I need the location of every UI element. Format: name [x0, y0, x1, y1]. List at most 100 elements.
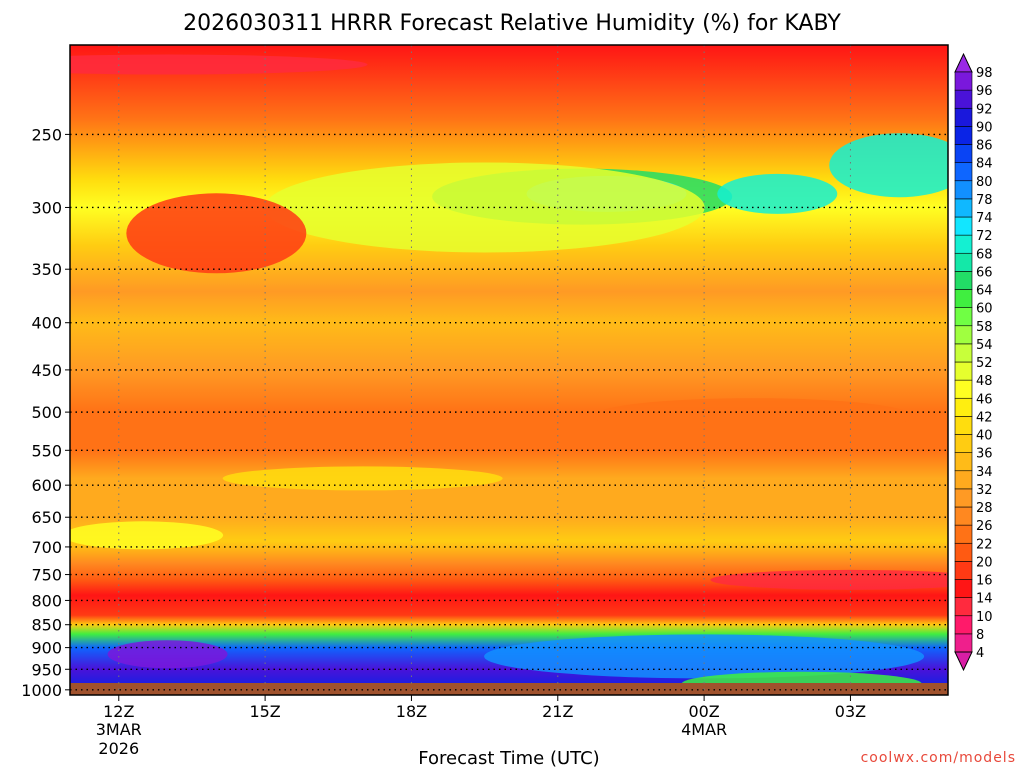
humidity-feature [222, 466, 503, 491]
colorbar-label: 92 [976, 102, 993, 117]
colorbar-label: 46 [976, 392, 993, 407]
humidity-feature [264, 162, 705, 253]
y-tick-label: 850 [31, 616, 62, 635]
colorbar-segment [954, 343, 973, 363]
colorbar-label: 34 [976, 465, 993, 480]
colorbar-label: 86 [976, 139, 993, 154]
colorbar-arrow-bottom [954, 651, 973, 672]
humidity-feature [717, 173, 838, 214]
colorbar-segment [954, 597, 973, 617]
colorbar-label: 90 [976, 120, 993, 135]
colorbar-label: 26 [976, 519, 993, 534]
colorbar-label: 64 [976, 284, 993, 299]
humidity-field [70, 45, 948, 695]
y-tick-label: 550 [31, 441, 62, 460]
colorbar-segment [954, 579, 973, 598]
x-tick-label: 15Z [249, 702, 280, 721]
colorbar-label: 78 [976, 193, 993, 208]
colorbar-segment [954, 180, 973, 200]
colorbar-label: 40 [976, 429, 993, 444]
x-tick-label: 00Z [688, 702, 719, 721]
grid-lines [70, 45, 948, 695]
y-tick-label: 950 [31, 660, 62, 679]
colorbar-segment [954, 397, 973, 417]
x-tick-label: 21Z [542, 702, 573, 721]
colorbar-label: 8 [976, 628, 984, 643]
colorbar-label: 66 [976, 265, 993, 280]
colorbar-segment [954, 271, 973, 290]
colorbar-segment [954, 542, 973, 562]
colorbar-segment [954, 307, 973, 327]
y-tick-label: 1000 [21, 681, 62, 700]
colorbar-label: 98 [976, 66, 993, 81]
y-axis: 250 300 350 400 450 500 550 600 650 700 750 800 850 9… [21, 125, 70, 700]
colorbar-label: 80 [976, 175, 993, 190]
y-tick-label: 450 [31, 361, 62, 380]
colorbar-label: 84 [976, 157, 993, 172]
credit-text: coolwx.com/models [861, 750, 1016, 766]
x-tick-label: 12Z [103, 702, 134, 721]
y-tick-label: 800 [31, 591, 62, 610]
colorbar-label: 52 [976, 356, 993, 371]
colorbar-label: 36 [976, 447, 993, 462]
humidity-feature [70, 54, 368, 75]
colorbar-segment [954, 89, 973, 109]
colorbar-segment [954, 216, 973, 236]
colorbar-segment [954, 198, 973, 218]
colorbar-arrow-top [954, 52, 973, 73]
chart-title: 2026030311 HRRR Forecast Relative Humidi… [183, 11, 841, 36]
colorbar-label: 96 [976, 84, 993, 99]
y-tick-label: 750 [31, 566, 62, 585]
colorbar-segment [954, 162, 973, 182]
colorbar-label: 42 [976, 410, 993, 425]
y-tick-label: 350 [31, 260, 62, 279]
colorbar-label: 28 [976, 501, 993, 516]
colorbar-label: 58 [976, 320, 993, 335]
colorbar-segment [954, 361, 973, 381]
colorbar-label: 54 [976, 338, 993, 353]
colorbar-segment [954, 325, 973, 345]
colorbar-segment [954, 379, 973, 399]
y-tick-label: 900 [31, 639, 62, 658]
colorbar-label: 16 [976, 574, 993, 589]
colorbar-segment [954, 144, 973, 163]
ground-strip [70, 683, 948, 695]
colorbar-segment [954, 289, 973, 308]
colorbar-segment [954, 633, 973, 653]
y-tick-label: 700 [31, 538, 62, 557]
y-tick-label: 650 [31, 508, 62, 527]
x-tick-year: 2026 [98, 739, 139, 758]
colorbar-segment [954, 506, 973, 526]
colorbar-label: 68 [976, 247, 993, 262]
humidity-feature [107, 640, 228, 669]
colorbar-segment [954, 71, 973, 91]
colorbar-label: 20 [976, 555, 993, 570]
colorbar-label: 10 [976, 610, 993, 625]
humidity-feature [126, 193, 307, 274]
y-tick-label: 600 [31, 476, 62, 495]
colorbar-label: 48 [976, 374, 993, 389]
colorbar-segment [954, 615, 973, 635]
colorbar-segment [954, 470, 973, 490]
humidity-feature [829, 133, 948, 198]
colorbar-label: 32 [976, 483, 993, 498]
y-tick-label: 400 [31, 314, 62, 333]
colorbar-segment [954, 561, 973, 580]
y-tick-label: 500 [31, 403, 62, 422]
colorbar-segment [954, 252, 973, 272]
humidity-feature [70, 521, 224, 550]
colorbar-segment [954, 126, 973, 145]
colorbar-segment [954, 234, 973, 254]
colorbar-label: 74 [976, 211, 993, 226]
colorbar-label: 14 [976, 592, 993, 607]
y-tick-label: 300 [31, 198, 62, 217]
colorbar-label: 22 [976, 537, 993, 552]
colorbar-label: 4 [976, 646, 984, 661]
x-tick-date: 3MAR [96, 720, 142, 739]
colorbar-label: 60 [976, 302, 993, 317]
colorbar-segment [954, 434, 973, 453]
x-tick-label: 18Z [396, 702, 427, 721]
colorbar-segment [954, 488, 973, 508]
